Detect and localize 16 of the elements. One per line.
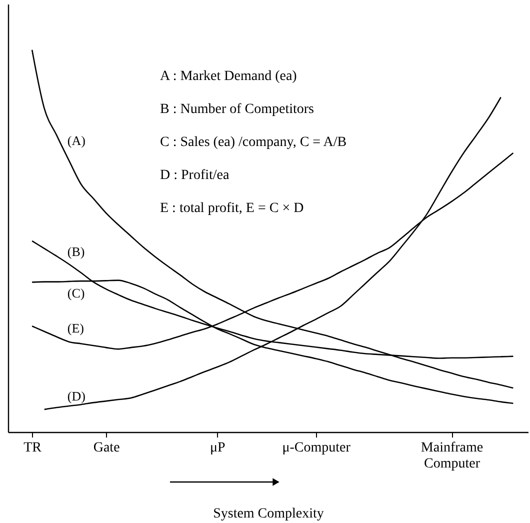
x-tick-label: μ-Computer — [282, 440, 351, 456]
x-tick-label: Gate — [93, 440, 120, 456]
series-label: (D) — [67, 388, 86, 404]
x-axis-title: System Complexity — [213, 506, 324, 522]
annotation: C : Sales (ea) /company, C = A/B — [160, 135, 347, 150]
series-label: (B) — [67, 244, 85, 259]
x-tick-label: Mainframe Computer — [420, 440, 484, 472]
annotation: D : Profit/ea — [160, 168, 230, 183]
series-label: (A) — [67, 133, 86, 148]
series-label: (C) — [67, 286, 85, 301]
annotation: A : Market Demand (ea) — [160, 69, 298, 84]
annotation: B : Number of Competitors — [160, 102, 314, 117]
x-tick-label: μP — [210, 440, 226, 456]
x-tick-label: TR — [24, 440, 42, 456]
annotation: E : total profit, E = C × D — [160, 201, 304, 216]
series-label: (E) — [67, 320, 84, 336]
